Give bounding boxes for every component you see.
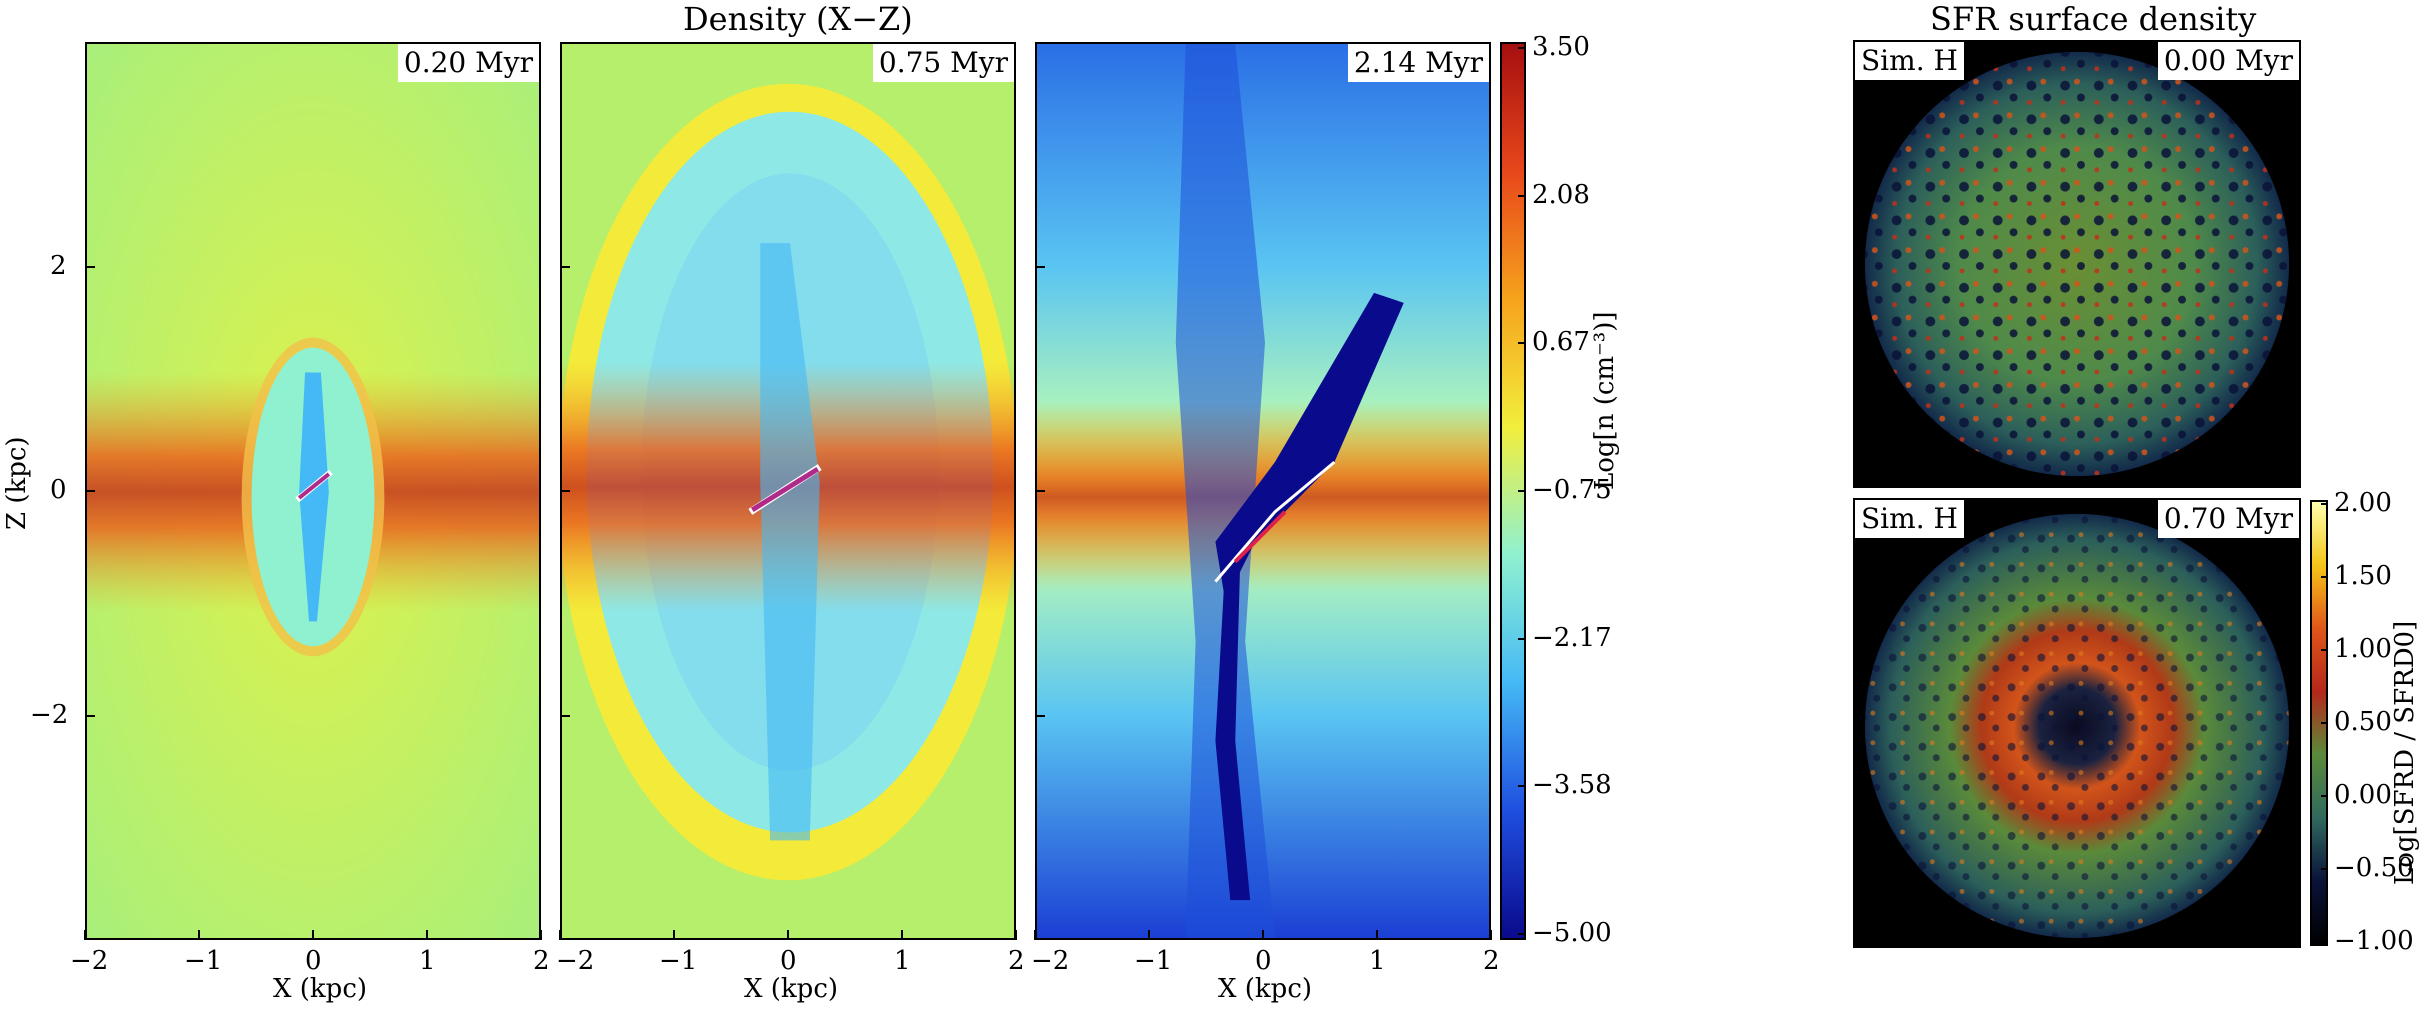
x-axis-tick bbox=[84, 930, 86, 940]
density-colorbar-tick bbox=[1518, 47, 1526, 49]
density-colorbar-tick-label: 3.50 bbox=[1532, 32, 1590, 62]
x-axis-tick-label: −2 bbox=[556, 946, 595, 976]
x-axis-tick bbox=[198, 930, 200, 940]
z-axis-tick bbox=[560, 490, 570, 492]
x-axis-tick-label: 0 bbox=[780, 946, 797, 976]
x-axis-tick-label: −2 bbox=[1031, 946, 1070, 976]
sfr-map-2 bbox=[1864, 513, 2290, 939]
z-axis-tick bbox=[560, 265, 570, 268]
z-axis-tick bbox=[1035, 714, 1045, 717]
z-axis-tick bbox=[85, 714, 95, 717]
density-colorbar-tick bbox=[1518, 637, 1526, 640]
sfr-colorbar-tick-label: 1.50 bbox=[2334, 561, 2392, 591]
x-axis-tick-label: 0 bbox=[1255, 946, 1272, 976]
sfr-colorbar-label: Log[SFRD / SFRD0] bbox=[2390, 620, 2420, 885]
sfr-panel-1: Sim. H 0.00 Myr bbox=[1853, 40, 2301, 488]
density-map-1 bbox=[87, 44, 539, 938]
sfr-colorbar-tick-label: 0.00 bbox=[2334, 780, 2392, 810]
density-panel-2: 0.75 Myr bbox=[560, 42, 1016, 940]
density-map-2 bbox=[562, 44, 1014, 938]
z-axis-tick-label: −2 bbox=[30, 699, 69, 730]
x-axis-tick bbox=[901, 930, 903, 940]
x-axis-label-3: X (kpc) bbox=[1218, 974, 1313, 1004]
density-panel-1: 0.20 Myr bbox=[85, 42, 541, 940]
x-axis-tick bbox=[1034, 930, 1036, 940]
z-axis-tick-label: 0 bbox=[50, 475, 67, 505]
sfr-colorbar-tick-label: −1.00 bbox=[2334, 926, 2414, 956]
z-axis-tick bbox=[85, 490, 95, 492]
density-map-3 bbox=[1037, 44, 1489, 938]
x-axis-tick bbox=[559, 930, 561, 940]
density-colorbar-label: Log[n (cm⁻³)] bbox=[1590, 311, 1620, 490]
sfr-sim-label-2: Sim. H bbox=[1855, 500, 1964, 538]
x-axis-tick bbox=[312, 930, 314, 940]
x-axis-tick bbox=[787, 930, 789, 940]
x-axis-tick-label: −1 bbox=[184, 946, 223, 976]
sfr-colorbar-tick bbox=[2321, 503, 2328, 505]
x-axis-tick-label: −2 bbox=[70, 946, 109, 976]
density-colorbar-tick-label: −3.58 bbox=[1532, 770, 1612, 801]
density-title: Density (X−Z) bbox=[683, 0, 913, 38]
x-axis-tick-label: −1 bbox=[1134, 946, 1173, 976]
sfr-colorbar-tick bbox=[2321, 795, 2328, 797]
density-colorbar-tick bbox=[1518, 933, 1526, 935]
density-colorbar-tick bbox=[1518, 342, 1526, 345]
sfr-colorbar-tick bbox=[2321, 576, 2328, 578]
x-axis-label-1: X (kpc) bbox=[273, 974, 368, 1004]
density-colorbar-tick-label: 2.08 bbox=[1532, 179, 1590, 210]
x-axis-tick bbox=[540, 930, 542, 940]
sfr-sim-label-1: Sim. H bbox=[1855, 42, 1964, 80]
x-axis-tick bbox=[1148, 930, 1150, 940]
density-colorbar-tick bbox=[1518, 785, 1526, 788]
sfr-time-label-2: 0.70 Myr bbox=[2157, 500, 2299, 538]
x-axis-tick-label: 2 bbox=[533, 946, 550, 976]
sfr-panel-2: Sim. H 0.70 Myr bbox=[1853, 498, 2301, 948]
x-axis-tick bbox=[1015, 930, 1017, 940]
sfr-colorbar-tick bbox=[2321, 868, 2328, 870]
density-colorbar-tick bbox=[1518, 194, 1526, 197]
x-axis-tick-label: 1 bbox=[894, 946, 911, 976]
density-colorbar-tick-label: 0.67 bbox=[1532, 327, 1590, 358]
z-axis-tick bbox=[560, 714, 570, 717]
sfr-map-1 bbox=[1864, 51, 2290, 477]
density-panel-3: 2.14 Myr bbox=[1035, 42, 1491, 940]
x-axis-tick bbox=[426, 930, 428, 940]
x-axis-tick-label: 0 bbox=[305, 946, 322, 976]
z-axis-tick bbox=[1035, 265, 1045, 268]
sfr-colorbar-tick-label: −0.50 bbox=[2334, 853, 2414, 883]
density-time-label-3: 2.14 Myr bbox=[1347, 44, 1489, 82]
sfr-time-label-1: 0.00 Myr bbox=[2157, 42, 2299, 80]
sfr-colorbar-tick-label: 0.50 bbox=[2334, 707, 2392, 737]
z-axis-label: Z (kpc) bbox=[2, 436, 32, 530]
sfr-colorbar-tick-label: 2.00 bbox=[2334, 488, 2392, 518]
x-axis-tick bbox=[673, 930, 675, 940]
x-axis-tick bbox=[1490, 930, 1492, 940]
x-axis-tick-label: −1 bbox=[659, 946, 698, 976]
z-axis-tick-label: 2 bbox=[50, 250, 67, 281]
x-axis-tick bbox=[1262, 930, 1264, 940]
sfr-colorbar-tick bbox=[2321, 722, 2328, 724]
z-axis-tick bbox=[1035, 490, 1045, 492]
density-colorbar-tick bbox=[1518, 490, 1526, 492]
x-axis-label-2: X (kpc) bbox=[744, 974, 839, 1004]
density-colorbar-tick-label: −2.17 bbox=[1532, 622, 1612, 653]
sfr-colorbar-tick-label: 1.00 bbox=[2334, 634, 2392, 664]
x-axis-tick-label: 1 bbox=[419, 946, 436, 976]
x-axis-tick-label: 2 bbox=[1483, 946, 1500, 976]
density-colorbar-tick-label: −0.75 bbox=[1532, 475, 1612, 505]
x-axis-tick bbox=[1376, 930, 1378, 940]
x-axis-tick-label: 1 bbox=[1369, 946, 1386, 976]
sfr-colorbar-tick bbox=[2321, 941, 2328, 943]
x-axis-tick-label: 2 bbox=[1008, 946, 1025, 976]
density-colorbar-tick-label: −5.00 bbox=[1532, 918, 1612, 948]
density-time-label-2: 0.75 Myr bbox=[872, 44, 1014, 82]
sfr-colorbar-tick bbox=[2321, 649, 2328, 651]
z-axis-tick bbox=[85, 265, 95, 268]
sfr-title: SFR surface density bbox=[1930, 0, 2257, 38]
density-time-label-1: 0.20 Myr bbox=[397, 44, 539, 82]
